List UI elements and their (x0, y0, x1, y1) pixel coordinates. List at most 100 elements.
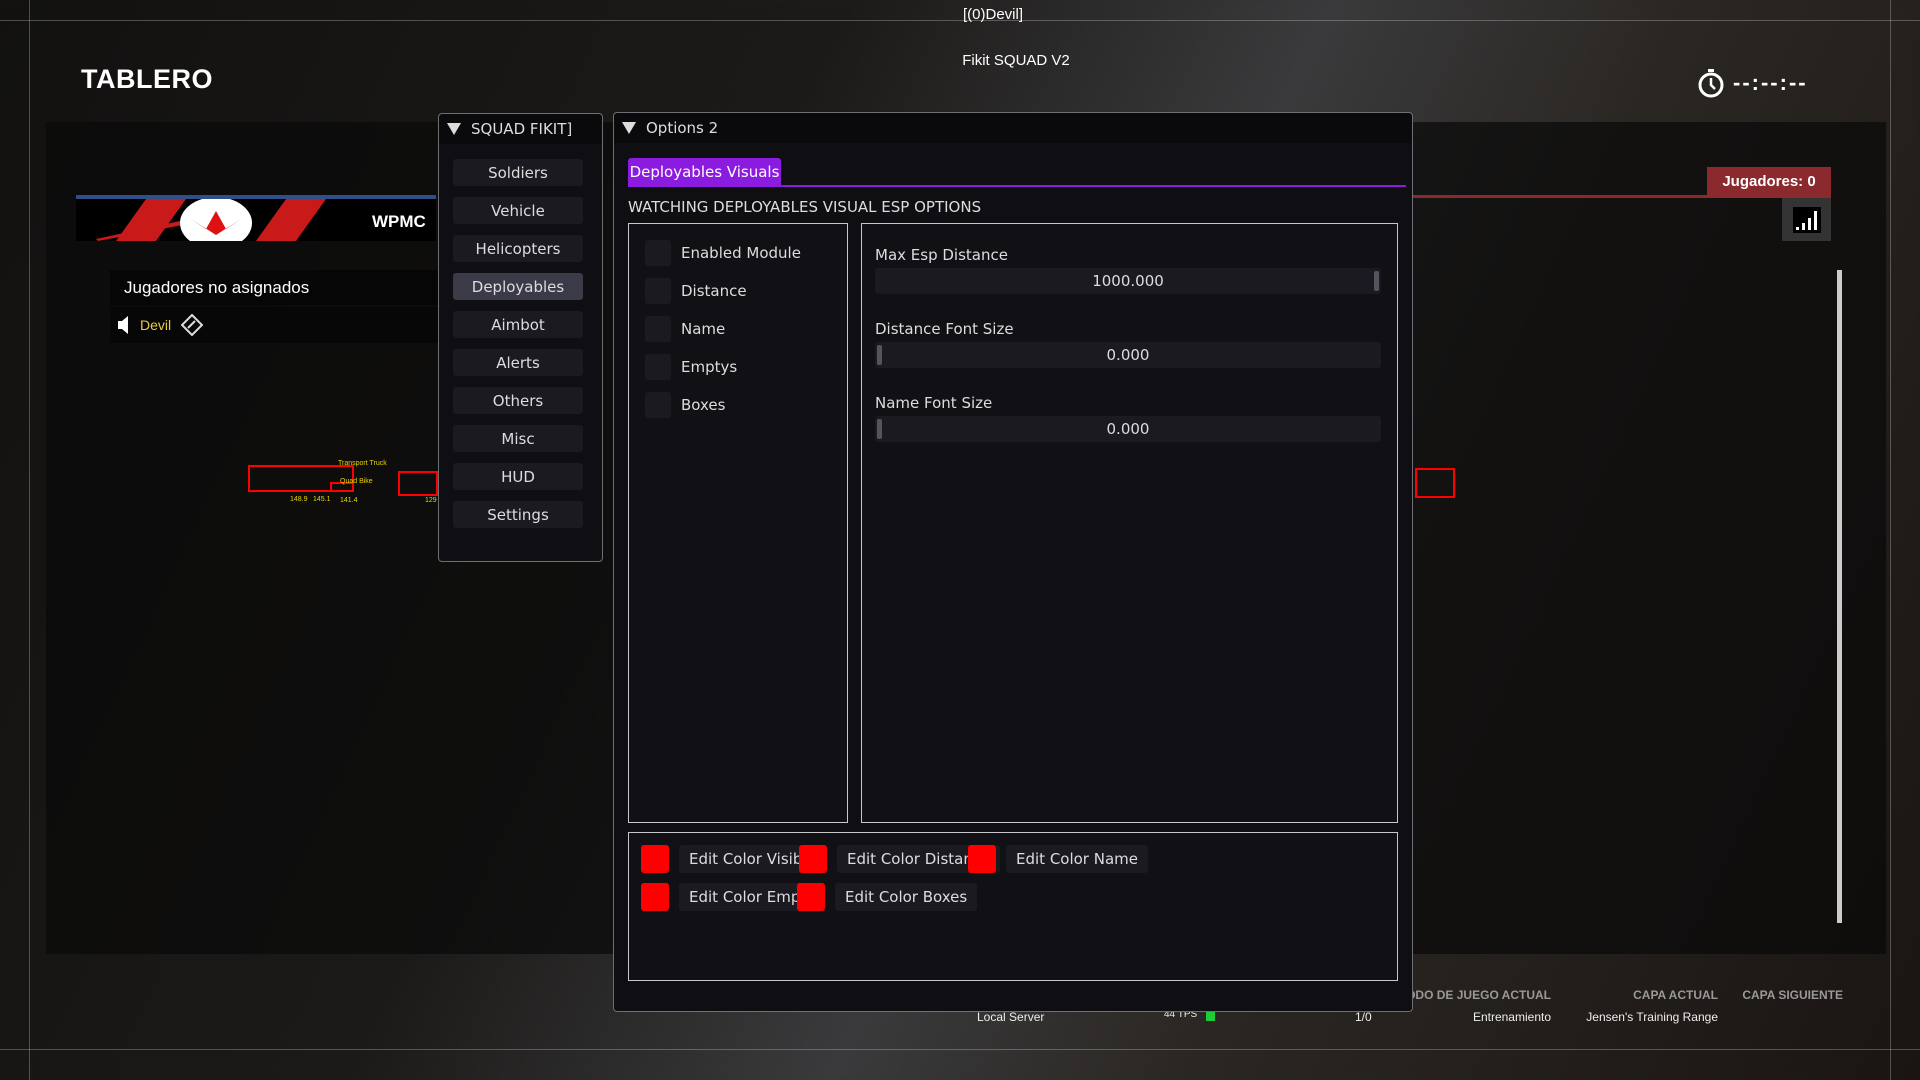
checkbox-label: Boxes (681, 396, 726, 414)
esp-distance: 129 (425, 497, 437, 504)
esp-box (398, 471, 438, 496)
team-bar (76, 195, 436, 199)
checkbox-boxes[interactable] (645, 392, 671, 418)
player-name: Devil (140, 317, 172, 333)
hud-guide-line (0, 20, 1920, 21)
tps-indicator (1206, 1010, 1215, 1021)
current-layer-value: Jensen's Training Range (1586, 1010, 1718, 1024)
edit-color-button[interactable]: Edit Color Boxes (835, 883, 978, 911)
checkbox-row[interactable]: Boxes (645, 392, 725, 418)
slider-grab[interactable] (877, 419, 882, 439)
player-slots: 1/0 (1355, 1010, 1372, 1024)
checkbox-row[interactable]: Name (645, 316, 725, 342)
collapse-icon[interactable] (622, 122, 636, 134)
menu-window-header[interactable]: SQUAD FIKIT] (439, 114, 602, 144)
stopwatch-icon (1698, 69, 1724, 98)
slider-label: Name Font Size (875, 394, 993, 412)
menu-item-aimbot[interactable]: Aimbot (453, 311, 583, 338)
esp-box (330, 482, 354, 492)
edit-color-button[interactable]: Edit Color Name (1006, 845, 1148, 873)
color-swatch[interactable] (799, 845, 827, 873)
player-tag: [(0)Devil] (962, 6, 1023, 23)
checkbox-label: Emptys (681, 358, 738, 376)
menu-item-soldiers[interactable]: Soldiers (453, 159, 583, 186)
menu-item-misc[interactable]: Misc (453, 425, 583, 452)
esp-distance: 148.9 (290, 496, 308, 503)
scoreboard-scrollbar[interactable] (1837, 270, 1842, 923)
menu-item-hud[interactable]: HUD (453, 463, 583, 490)
app-title: Fikit SQUAD V2 (962, 52, 1070, 69)
esp-distance: 141.4 (340, 497, 358, 504)
timer-value: --:--:-- (1733, 70, 1808, 95)
tab-underline (628, 185, 1406, 187)
esp-box (1415, 468, 1455, 498)
esp-label: Quad Bike (340, 478, 373, 485)
checkbox-row[interactable]: Enabled Module (645, 240, 801, 266)
color-swatch[interactable] (641, 845, 669, 873)
menu-item-others[interactable]: Others (453, 387, 583, 414)
info-label-current-layer: CAPA ACTUAL (1633, 988, 1718, 1002)
menu-item-alerts[interactable]: Alerts (453, 349, 583, 376)
slider-name-font-size[interactable]: 0.000 (875, 416, 1381, 442)
checkbox-row[interactable]: Emptys (645, 354, 737, 380)
color-item[interactable]: Edit Color Boxes (797, 883, 978, 911)
hud-guide-line (1890, 0, 1891, 1080)
faction-logo-icon (96, 199, 326, 241)
color-item[interactable]: Edit Color Name (968, 845, 1148, 873)
checkbox-name[interactable] (645, 316, 671, 342)
options-window-header[interactable]: Options 2 (614, 113, 1412, 143)
color-swatch[interactable] (968, 845, 996, 873)
checkbox-emptys[interactable] (645, 354, 671, 380)
slider-panel: Max Esp Distance 1000.000 Distance Font Si… (861, 223, 1398, 823)
menu-window-title: SQUAD FIKIT] (471, 120, 573, 138)
esp-distance: 145.1 (313, 496, 331, 503)
slider-grab[interactable] (1374, 271, 1379, 291)
checkbox-distance[interactable] (645, 278, 671, 304)
unassigned-players-header: Jugadores no asignados (110, 270, 440, 305)
checkbox-enabled-module[interactable] (645, 240, 671, 266)
tab-deployables-visuals[interactable]: Deployables Visuals (628, 158, 781, 185)
checkbox-label: Distance (681, 282, 747, 300)
collapse-icon[interactable] (447, 123, 461, 135)
menu-item-settings[interactable]: Settings (453, 501, 583, 528)
slider-grab[interactable] (877, 345, 882, 365)
tps-value: 44 TPS (1164, 1009, 1198, 1020)
team-name: WPMC (372, 212, 426, 231)
menu-item-deployables[interactable]: Deployables (453, 273, 583, 300)
checkbox-row[interactable]: Distance (645, 278, 747, 304)
info-label-next-layer: CAPA SIGUIENTE (1742, 988, 1843, 1002)
section-heading: WATCHING DEPLOYABLES VISUAL ESP OPTIONS (628, 198, 982, 216)
hud-guide-line (29, 0, 30, 1080)
menu-window: SQUAD FIKIT] Soldiers Vehicle Helicopters D… (438, 113, 603, 562)
color-swatch[interactable] (797, 883, 825, 911)
role-icon (181, 314, 204, 336)
options-window-title: Options 2 (646, 119, 719, 137)
slider-value: 0.000 (1106, 346, 1150, 364)
color-swatch[interactable] (641, 883, 669, 911)
signal-bars-icon (1792, 206, 1821, 233)
slider-value: 1000.000 (1092, 272, 1164, 290)
slider-max-esp-distance[interactable]: 1000.000 (875, 268, 1381, 294)
slider-label: Max Esp Distance (875, 246, 1008, 264)
slider-distance-font-size[interactable]: 0.000 (875, 342, 1381, 368)
esp-box (248, 465, 354, 492)
team-banner (76, 199, 436, 241)
checkbox-label: Enabled Module (681, 244, 801, 262)
player-row[interactable]: Devil (110, 307, 440, 343)
menu-item-vehicle[interactable]: Vehicle (453, 197, 583, 224)
info-label-game-mode: MODO DE JUEGO ACTUAL (1396, 988, 1551, 1002)
slider-label: Distance Font Size (875, 320, 1014, 338)
checkbox-panel: Enabled Module Distance Name Emptys Boxes (628, 223, 848, 823)
options-window: Options 2 Deployables Visuals WATCHING D… (613, 112, 1413, 1012)
server-name: Local Server (977, 1010, 1045, 1024)
slider-value: 0.000 (1106, 420, 1150, 438)
page-title: TABLERO (81, 64, 213, 94)
esp-label: Transport Truck (338, 460, 387, 467)
match-timer: --:--:-- (1697, 68, 1808, 98)
hud-guide-line (0, 1049, 1920, 1050)
menu-item-helicopters[interactable]: Helicopters (453, 235, 583, 262)
checkbox-label: Name (681, 320, 726, 338)
color-panel: Edit Color Visible Edit Color Distance Edi… (628, 832, 1398, 981)
signal-button[interactable] (1782, 198, 1831, 241)
game-mode-value: Entrenamiento (1472, 1010, 1551, 1024)
